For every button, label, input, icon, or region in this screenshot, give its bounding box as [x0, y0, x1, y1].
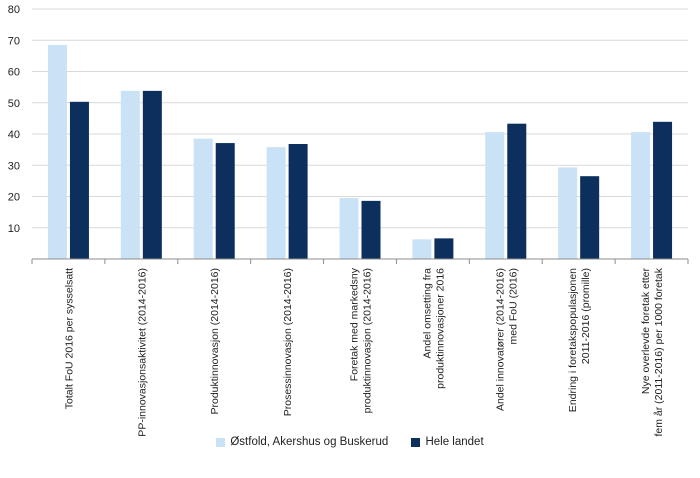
- y-tick-label: 20: [8, 192, 20, 204]
- legend-item-series-2: Hele landet: [411, 436, 484, 448]
- bar-series-1-cat-2: [120, 90, 140, 259]
- x-label-line: Prosessinnovasjon (2014-2016): [282, 268, 294, 416]
- x-label-line: Totalt FoU 2016 per sysselsatt: [63, 268, 75, 409]
- x-axis-labels: Totalt FoU 2016 per sysselsatt PP-innovas…: [63, 267, 665, 436]
- bar-series-2-cat-4: [288, 144, 308, 259]
- x-label-9: Nye overlevde foretak etter fem år (2011-…: [640, 267, 665, 436]
- x-label-1: Totalt FoU 2016 per sysselsatt: [63, 268, 75, 409]
- x-label-line: produktinnovasjon (2014-2016): [362, 268, 374, 413]
- legend-item-series-1: Østfold, Akershus og Buskerud: [216, 436, 388, 448]
- y-tick-label: 70: [8, 35, 20, 47]
- x-label-2: PP-innovasjonsaktivitet (2014-2016): [136, 268, 148, 437]
- x-label-5: Foretak med markedsny produktinnovasjon (…: [349, 267, 374, 413]
- x-label-3: Produktinnovasjon (2014-2016): [209, 268, 221, 415]
- bar-series-1-cat-1: [47, 44, 67, 259]
- bar-series-1-cat-3: [193, 138, 213, 259]
- bar-series-1-cat-7: [485, 132, 505, 259]
- bar-series-2-cat-5: [361, 200, 381, 259]
- x-label-line: Endring i foretakspopulasjonen: [567, 268, 579, 412]
- x-label-line: Foretak med markedsny: [349, 267, 361, 381]
- x-axis-ticks: [31, 259, 689, 264]
- x-label-line: Andel innovatører (2014-2016): [494, 268, 506, 411]
- legend-swatch-series-1: [216, 437, 226, 447]
- x-label-line: Andel omsetting fra: [421, 268, 433, 359]
- y-axis-ticks: 10 20 30 40 50 60 70 80: [8, 4, 20, 235]
- legend: Østfold, Akershus og Buskerud Hele lande…: [0, 436, 700, 450]
- x-label-8: Endring i foretakspopulasjonen 2011-2016 …: [567, 268, 592, 412]
- bar-series-2-cat-9: [653, 121, 673, 259]
- bar-series-2-cat-2: [142, 90, 162, 259]
- bars: [47, 44, 673, 259]
- x-label-line: produktinnovasjoner 2016: [434, 268, 446, 389]
- legend-label-series-2: Hele landet: [425, 436, 484, 448]
- legend-swatch-series-2: [411, 437, 421, 447]
- x-label-line: Produktinnovasjon (2014-2016): [209, 268, 221, 415]
- bar-series-2-cat-7: [507, 123, 527, 259]
- bar-series-2-cat-6: [434, 238, 454, 259]
- x-label-line: PP-innovasjonsaktivitet (2014-2016): [136, 268, 148, 437]
- y-tick-label: 50: [8, 98, 20, 110]
- grid-lines: [32, 8, 688, 229]
- x-label-line: 2011-2016 (promille): [580, 268, 592, 364]
- y-tick-label: 10: [8, 223, 20, 235]
- legend-label-series-1: Østfold, Akershus og Buskerud: [230, 436, 389, 448]
- x-label-6: Andel omsetting fra produktinnovasjoner 2…: [421, 268, 446, 389]
- x-label-4: Prosessinnovasjon (2014-2016): [282, 268, 294, 416]
- bar-series-1-cat-4: [266, 147, 286, 259]
- x-label-line: fem år (2011-2016) per 1000 foretak: [653, 267, 665, 436]
- bar-series-1-cat-8: [558, 167, 578, 259]
- x-label-line: Nye overlevde foretak etter: [640, 267, 652, 394]
- bar-series-2-cat-1: [69, 101, 89, 259]
- x-label-7: Andel innovatører (2014-2016) med FoU (20…: [494, 268, 519, 411]
- y-tick-label: 80: [8, 4, 20, 16]
- y-tick-label: 60: [8, 67, 20, 79]
- bar-series-1-cat-5: [339, 198, 359, 259]
- bar-series-1-cat-6: [412, 239, 432, 259]
- y-tick-label: 30: [8, 160, 20, 172]
- bar-series-1-cat-9: [631, 132, 651, 259]
- bar-series-2-cat-8: [580, 176, 600, 259]
- bar-series-2-cat-3: [215, 143, 235, 259]
- x-label-line: med FoU (2016): [507, 268, 519, 344]
- y-tick-label: 40: [8, 129, 20, 141]
